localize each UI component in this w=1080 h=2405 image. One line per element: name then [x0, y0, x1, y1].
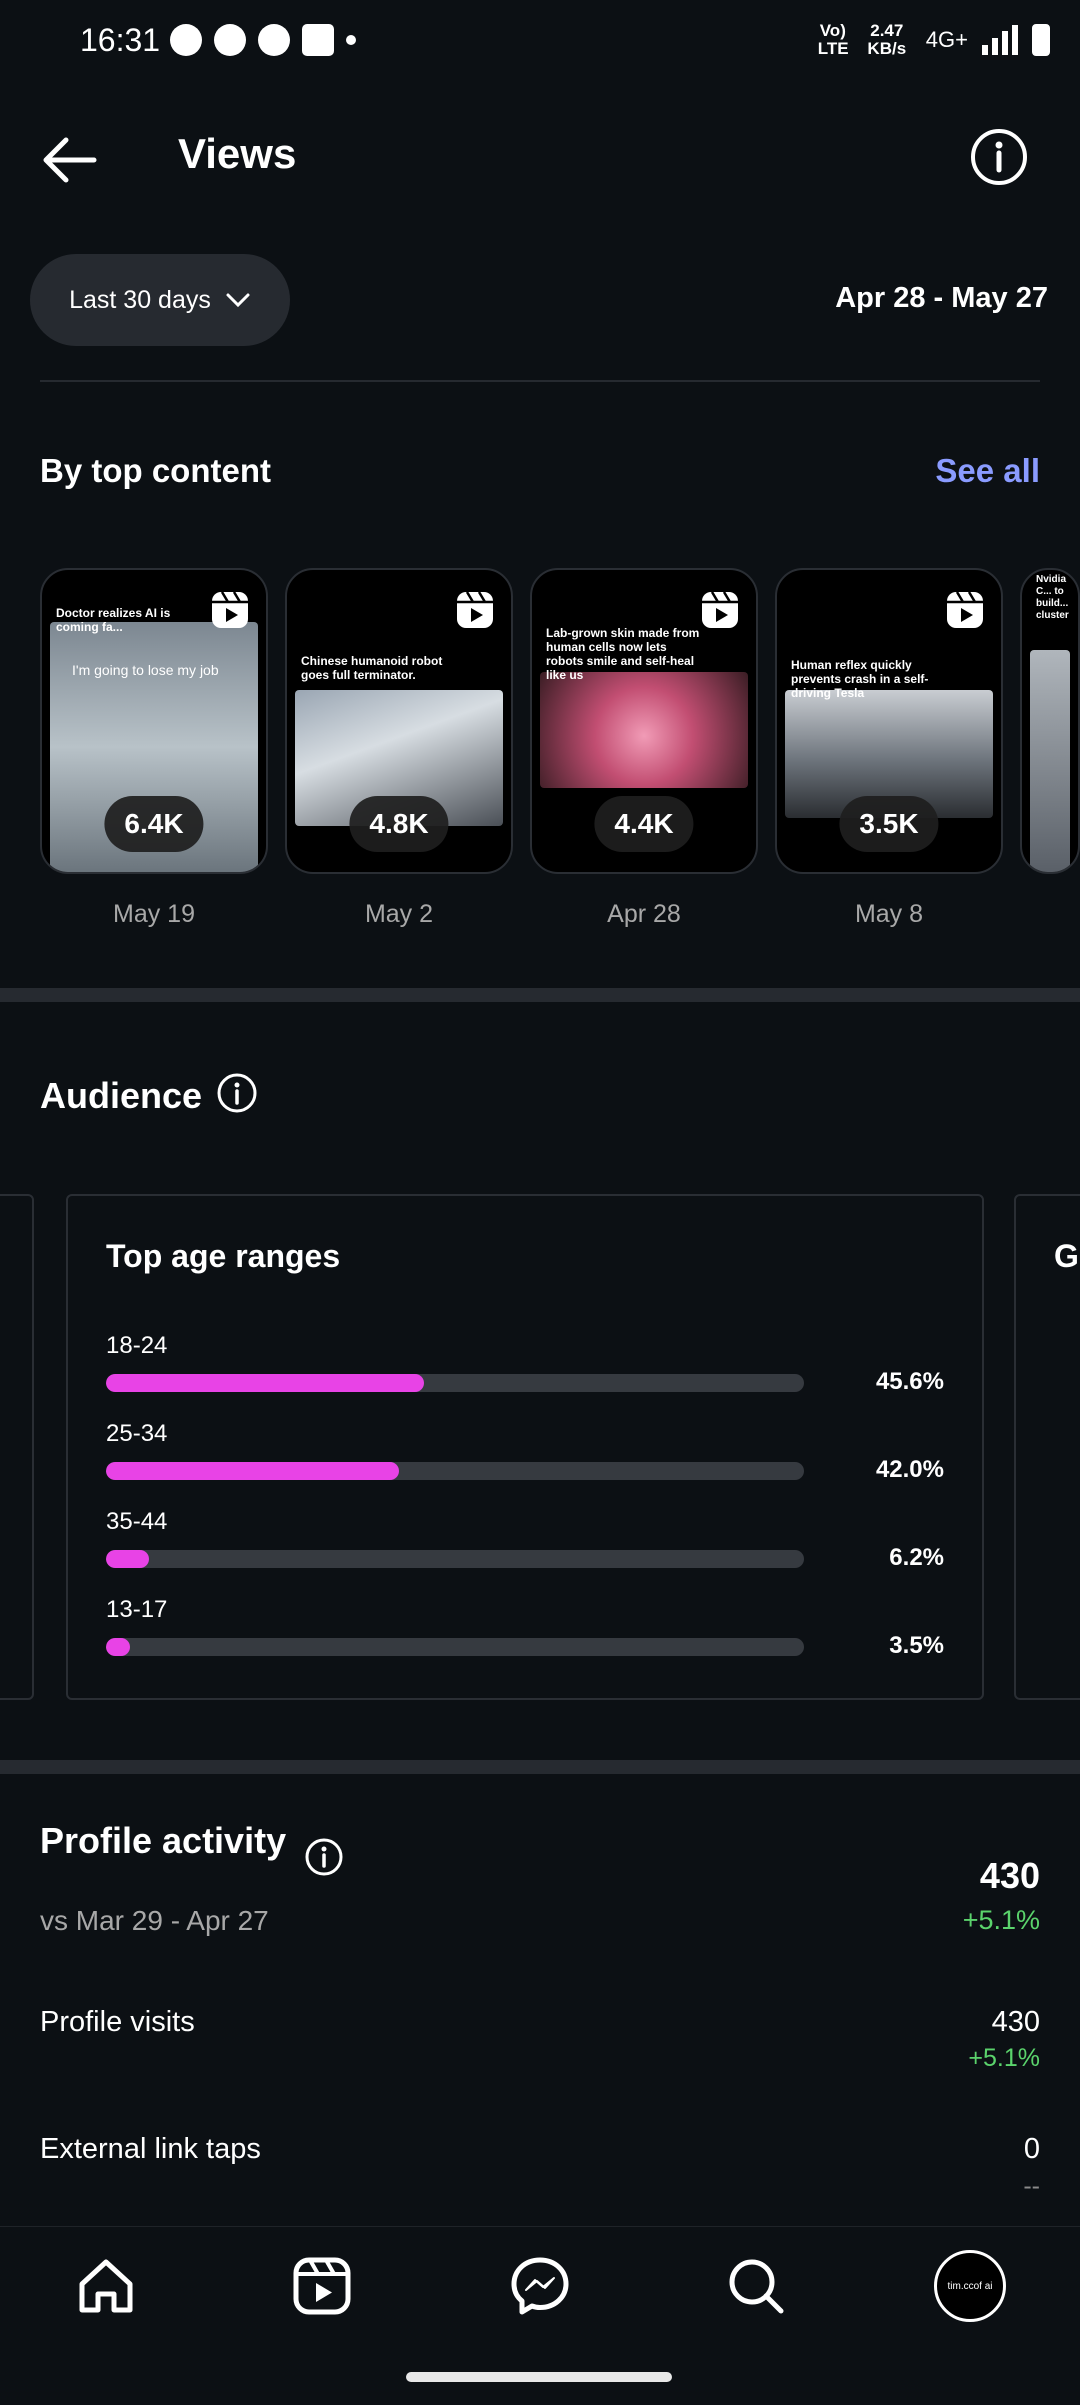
section-title-profile-activity: Profile activity	[40, 1820, 287, 1861]
reel-thumbnail[interactable]: Chinese humanoid robot goes full termina…	[285, 568, 513, 874]
section-title-top-content: By top content	[40, 452, 271, 489]
battery-icon	[1032, 24, 1050, 56]
info-icon[interactable]	[304, 1837, 344, 1877]
reel-caption: Lab-grown skin made from human cells now…	[546, 626, 700, 682]
age-range-bar-fill	[106, 1638, 131, 1656]
age-range-bar-fill	[106, 1550, 150, 1568]
age-range-bar-fill	[106, 1374, 425, 1392]
reel-caption: Nvidia C... to build... cluster	[1036, 574, 1069, 621]
content-item[interactable]: Lab-grown skin made from human cells now…	[530, 568, 758, 929]
system-status: Vo) LTE 2.47 KB/s 4G+	[818, 22, 1050, 58]
content-date: May 19	[113, 900, 195, 928]
more-notifications-dot-icon	[346, 35, 356, 45]
app-notification-icon	[214, 24, 246, 56]
previous-audience-panel[interactable]	[0, 1194, 34, 1700]
reel-caption: Doctor realizes AI is coming fa...	[56, 606, 171, 634]
content-item[interactable]: Human reflex quickly prevents crash in a…	[775, 568, 1003, 929]
status-bar: 16:31 Vo) LTE 2.47 KB/s 4G+	[0, 0, 1080, 88]
info-icon[interactable]	[216, 1072, 258, 1114]
profile-visits-label: Profile visits	[40, 2006, 195, 2038]
see-all-link[interactable]: See all	[935, 452, 1040, 489]
age-range-bar	[106, 1550, 804, 1568]
age-range-percent: 42.0%	[875, 1456, 944, 1483]
profile-avatar[interactable]: tim.ccof ai	[934, 2250, 1006, 2322]
section-separator	[0, 1760, 1080, 1774]
external-link-taps-label: External link taps	[40, 2133, 261, 2165]
age-range-bar	[106, 1638, 804, 1656]
view-count: 3.5K	[839, 796, 939, 852]
chevron-down-icon	[226, 293, 250, 308]
content-date: May 2	[364, 900, 434, 928]
app-notification-icon	[170, 24, 202, 56]
search-icon[interactable]	[726, 2256, 786, 2316]
content-date: May 8	[854, 900, 924, 928]
reel-overlay-text: I'm going to lose my job	[72, 662, 219, 678]
date-range-dropdown-label: Last 30 days	[69, 285, 211, 314]
content-item-partial[interactable]: Nvidia C... to build... cluster	[1020, 568, 1080, 929]
next-audience-panel[interactable]	[1014, 1194, 1080, 1700]
content-date: Apr 28	[607, 900, 681, 928]
thumbnail-image	[540, 672, 748, 788]
age-range-label: 13-17	[106, 1596, 168, 1623]
network-type: 4G+	[925, 27, 968, 52]
age-range-percent: 3.5%	[889, 1632, 944, 1659]
reels-icon	[212, 591, 248, 628]
age-range-label: 35-44	[106, 1508, 168, 1535]
age-range-label: 25-34	[106, 1420, 168, 1447]
age-range-percent: 6.2%	[889, 1544, 944, 1571]
content-item[interactable]: Chinese humanoid robot goes full termina…	[285, 568, 513, 929]
signal-icon	[982, 25, 1018, 55]
age-ranges-title: Top age ranges	[106, 1238, 341, 1274]
reels-icon	[457, 591, 493, 628]
view-count: 6.4K	[104, 796, 204, 852]
divider	[40, 380, 1040, 382]
gesture-home-indicator[interactable]	[406, 2372, 672, 2382]
profile-activity-total: 430	[979, 1855, 1040, 1896]
reels-icon	[947, 591, 983, 628]
age-range-label: 18-24	[106, 1332, 168, 1359]
view-count: 4.4K	[594, 796, 694, 852]
age-range-bar	[106, 1462, 804, 1480]
reel-thumbnail[interactable]: Lab-grown skin made from human cells now…	[530, 568, 758, 874]
external-link-taps-value: 0	[1023, 2133, 1040, 2165]
reel-caption: Chinese humanoid robot goes full termina…	[301, 654, 443, 682]
view-count: 4.8K	[349, 796, 449, 852]
messenger-icon[interactable]	[510, 2256, 570, 2316]
top-content-carousel[interactable]: Doctor realizes AI is coming fa... I'm g…	[40, 568, 1080, 929]
comparison-period: vs Mar 29 - Apr 27	[40, 1905, 269, 1936]
linkedin-icon	[302, 24, 334, 56]
reel-thumbnail[interactable]: Human reflex quickly prevents crash in a…	[775, 568, 1003, 874]
reels-icon[interactable]	[292, 2256, 352, 2316]
thumbnail-image	[1030, 650, 1070, 872]
profile-visits-value: 430	[991, 2006, 1040, 2038]
date-range-text: Apr 28 - May 27	[835, 282, 1048, 314]
section-separator	[0, 988, 1080, 1002]
reels-icon	[702, 591, 738, 628]
app-notification-icon	[258, 24, 290, 56]
reel-thumbnail[interactable]: Nvidia C... to build... cluster	[1020, 568, 1080, 874]
age-range-percent: 45.6%	[875, 1368, 944, 1395]
profile-activity-change: +5.1%	[962, 1905, 1040, 1935]
notification-icons	[170, 24, 356, 56]
reel-thumbnail[interactable]: Doctor realizes AI is coming fa... I'm g…	[40, 568, 268, 874]
external-link-taps-change: --	[1023, 2172, 1040, 2200]
back-arrow-icon[interactable]	[40, 130, 100, 190]
network-speed: 2.47 KB/s	[867, 21, 907, 58]
next-panel-title: Ge	[1054, 1238, 1080, 1274]
age-range-bar	[106, 1374, 804, 1392]
home-icon[interactable]	[76, 2256, 136, 2316]
content-item[interactable]: Doctor realizes AI is coming fa... I'm g…	[40, 568, 268, 929]
age-ranges-panel[interactable]	[66, 1194, 984, 1700]
date-range-dropdown[interactable]: Last 30 days	[30, 254, 290, 346]
volte-indicator: Vo) LTE	[817, 21, 849, 58]
age-range-bar-fill	[106, 1462, 400, 1480]
page-title: Views	[178, 130, 297, 177]
profile-visits-change: +5.1%	[968, 2044, 1040, 2072]
status-time: 16:31	[80, 22, 161, 58]
info-icon[interactable]	[970, 128, 1028, 186]
reel-caption: Human reflex quickly prevents crash in a…	[791, 658, 929, 700]
section-title-audience: Audience	[40, 1075, 203, 1116]
